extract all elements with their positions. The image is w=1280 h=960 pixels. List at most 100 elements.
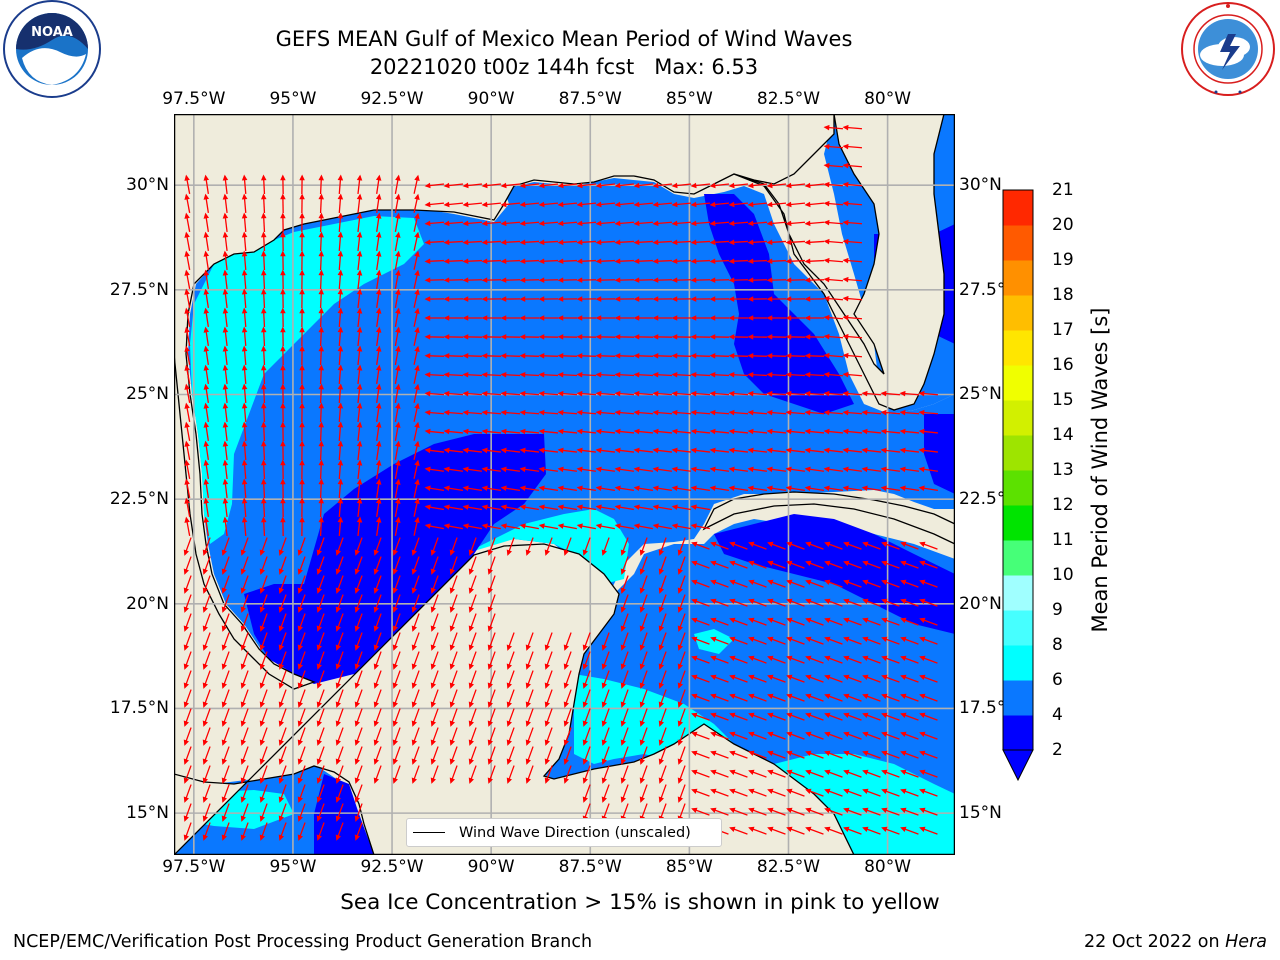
land-cuba (702, 491, 955, 545)
wind-arrow-head (861, 428, 868, 435)
wind-arrow-head (861, 485, 868, 492)
map-legend: Wind Wave Direction (unscaled) (406, 818, 722, 847)
wind-arrow-head (356, 231, 363, 238)
wind-arrow-head (691, 560, 698, 566)
wind-arrow-head (620, 739, 626, 746)
wind-arrow-head (709, 409, 716, 416)
wind-arrow-head (318, 231, 324, 238)
wind-arrow-head (462, 220, 469, 227)
wind-arrow-head (424, 485, 431, 492)
colorbar-segment (1003, 435, 1033, 471)
wind-arrow-head (538, 504, 545, 510)
wind-arrow-head (919, 788, 926, 794)
wind-arrow-head (519, 334, 526, 340)
wind-arrow-head (468, 644, 474, 651)
wind-arrow-head (318, 250, 324, 257)
wind-arrow-head (805, 750, 812, 756)
wind-arrow-head (785, 315, 792, 321)
wind-arrow-head (843, 788, 850, 794)
wind-arrow-head (356, 478, 363, 485)
wind-arrow-head (899, 466, 906, 473)
wind-arrow-head (899, 485, 906, 492)
wind-arrow-head (241, 212, 248, 219)
wind-arrow-head (240, 701, 246, 708)
wind-arrow-head (843, 636, 850, 642)
wind-arrow-head (785, 353, 792, 359)
wind-arrow-head (786, 674, 793, 680)
wind-arrow-head (576, 277, 583, 283)
wind-arrow-head (690, 390, 697, 397)
wind-arrow-head (538, 485, 545, 492)
wind-arrow-head (785, 239, 792, 246)
wind-arrow-head (241, 326, 248, 333)
colorbar-segment (1003, 190, 1033, 226)
wind-arrow-head (500, 523, 507, 529)
wind-arrow-head (221, 815, 227, 822)
lat-tick-left: 17.5°N (109, 698, 169, 719)
wind-arrow-head (221, 739, 227, 746)
wind-arrow-head (506, 720, 512, 727)
wind-arrow-head (620, 720, 626, 727)
wind-arrow-head (183, 720, 189, 727)
wind-arrow-head (222, 269, 229, 276)
wind-arrow-head (221, 663, 227, 670)
wind-arrow-head (639, 625, 645, 632)
wind-arrow-head (316, 682, 322, 689)
wind-arrow-head (576, 409, 583, 416)
wind-arrow-head (468, 682, 474, 689)
colorbar-tick: 12 (1052, 495, 1074, 515)
wind-arrow-head (241, 459, 248, 466)
wind-arrow-head (862, 693, 869, 699)
wind-arrow-head (677, 625, 683, 632)
wind-arrow-head (411, 568, 417, 575)
wind-arrow-head (652, 353, 659, 359)
wind-arrow-head (881, 655, 888, 661)
wind-arrow-head (843, 598, 850, 604)
wind-arrow-head (614, 296, 621, 302)
wind-arrow-head (241, 497, 248, 504)
wind-arrow-head (881, 807, 888, 813)
wind-arrow-head (804, 409, 811, 416)
wind-arrow-head (805, 617, 812, 623)
wind-arrow-head (823, 485, 830, 492)
wind-arrow-head (748, 598, 755, 604)
wind-arrow-head (919, 731, 926, 737)
wind-arrow-head (614, 466, 621, 473)
wind-arrow-head (691, 731, 698, 737)
wind-arrow-head (278, 815, 284, 822)
wind-arrow-head (443, 504, 450, 510)
wind-arrow-head (240, 682, 246, 689)
wind-arrow-head (500, 428, 507, 435)
wind-arrow-head (337, 174, 344, 181)
wind-arrow-head (221, 587, 227, 594)
wind-arrow-head (297, 834, 303, 841)
wind-arrow-head (639, 739, 645, 746)
wind-arrow-head (297, 549, 303, 556)
wind-arrow-head (824, 636, 831, 642)
wind-arrow-head (633, 201, 640, 208)
wind-arrow-head (709, 315, 716, 321)
lon-tick-bottom: 97.5°W (162, 857, 226, 877)
wind-arrow-head (519, 371, 526, 378)
wind-arrow-head (375, 288, 382, 295)
wind-arrow-head (500, 315, 507, 321)
wind-arrow-head (747, 334, 754, 340)
wind-arrow-head (414, 326, 420, 333)
wind-arrow-head (728, 315, 735, 321)
wind-arrow-head (430, 701, 436, 708)
wind-arrow-head (786, 617, 793, 623)
wind-arrow-head (318, 307, 324, 314)
wind-arrow-head (299, 250, 305, 257)
wind-arrow-head (337, 326, 344, 333)
wind-arrow-head (785, 296, 792, 302)
wind-arrow-head (652, 296, 659, 302)
wind-arrow-head (316, 720, 322, 727)
wind-arrow-head (316, 606, 322, 613)
wind-arrow-head (500, 296, 507, 302)
wind-arrow-head (375, 231, 382, 238)
wind-arrow-head (919, 712, 926, 718)
wind-arrow-head (766, 409, 773, 416)
wind-arrow-head (183, 682, 189, 689)
lat-tick-left: 20°N (126, 593, 169, 614)
wind-arrow-head (506, 663, 512, 670)
